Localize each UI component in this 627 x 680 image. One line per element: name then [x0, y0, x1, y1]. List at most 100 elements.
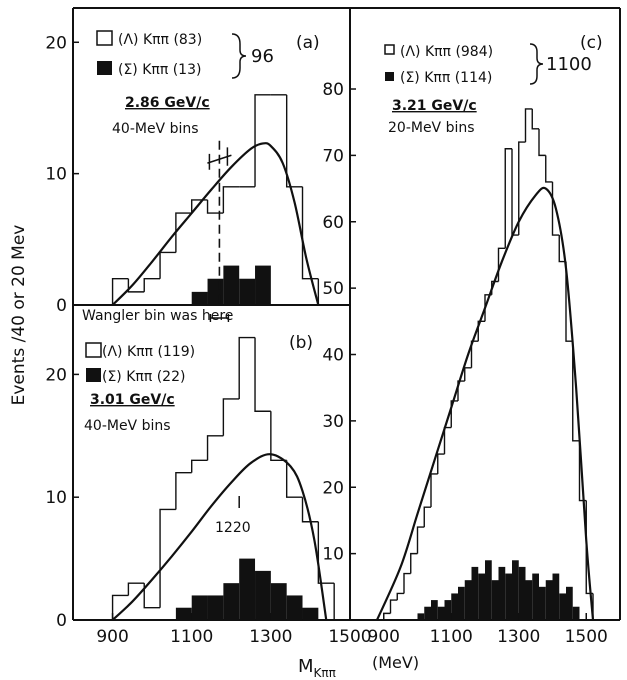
- panel-b-lambda-bin: [127, 582, 145, 596]
- panel-c-momentum: 3.21 GeV/c: [392, 98, 477, 114]
- panel-c-sigma-bin: [539, 586, 546, 620]
- panel-b-xtick-label: 1100: [170, 627, 213, 647]
- panel-a-legend-brace: [231, 33, 247, 79]
- panel-b-lambda-bin: [254, 337, 271, 412]
- panel-b-sigma-bin: [255, 570, 271, 620]
- panel-b-lambda-bin: [238, 336, 256, 399]
- panel-b-legend: Wangler bin was here (Λ) Kππ (119) (Σ) K…: [82, 308, 313, 536]
- panel-b-lambda-bin: [159, 508, 176, 608]
- panel-c-ytick-label: 80: [322, 80, 344, 100]
- panel-c-lambda-bin: [538, 128, 546, 157]
- panel-c-sigma-bin: [525, 580, 533, 620]
- panel-b-note-line1: Wangler bin was here: [82, 308, 233, 324]
- panel-b-lambda-bin: [222, 398, 240, 436]
- panel-c-sigma-bin: [498, 566, 506, 620]
- panel-b-lambda-bin: [191, 459, 208, 473]
- panel-a-legend: (Λ) Kππ (83) (Σ) Kππ (13) 96 (a) 2.86 Ge…: [96, 30, 320, 137]
- panel-c-lambda-bin: [558, 235, 566, 263]
- panel-a-ytick-label: 20: [45, 33, 67, 53]
- panel-b-xtick-label: 900: [96, 627, 128, 647]
- panel-c-lambda-bin: [423, 506, 431, 528]
- panel-c-lambda-bin: [518, 141, 526, 236]
- x-axis-unit: (MeV): [372, 653, 419, 672]
- panel-c-total: 1100: [546, 54, 592, 75]
- x-axis-label-subscript: Kππ: [314, 666, 336, 680]
- panel-c-lambda-bin: [410, 552, 418, 574]
- panel-c-sigma-bin: [437, 606, 445, 620]
- panel-c-lambda-bin: [470, 340, 479, 368]
- panel-c-ytick-label: 40: [322, 346, 344, 366]
- panel-c-ytick-label: 70: [322, 146, 344, 166]
- panel-c-lambda-bin: [572, 341, 580, 442]
- panel-b-ytick-label: 10: [45, 488, 67, 508]
- panel-b-xtick-label: 1500: [328, 627, 371, 647]
- panel-c-lambda-bin: [450, 400, 458, 428]
- panel-c-lambda-bin: [464, 367, 472, 382]
- panel-b-peak-annotation: 1220: [215, 520, 251, 536]
- panel-c-sigma-bin: [512, 560, 519, 620]
- panel-c-sigma-bin: [505, 573, 512, 620]
- panel-a-plot: 0 10 20: [45, 33, 320, 316]
- panel-a-lambda-bin: [111, 278, 129, 305]
- panel-a-ytick-label: 10: [45, 165, 67, 185]
- panel-b-sigma-label: (Σ) Kππ (22): [102, 369, 185, 385]
- panel-a-sigma-swatch: [97, 61, 112, 75]
- panel-b-sigma-bin: [286, 595, 303, 620]
- panel-a-frame: [72, 7, 351, 306]
- panel-c-sigma-bin: [444, 600, 452, 620]
- panel-c-plot: 10 20 30 40 50 60 70 80 900 1100 1300 1500: [322, 80, 608, 647]
- panel-a-lambda-bin: [301, 186, 319, 280]
- panel-b-sigma-bin: [223, 583, 240, 620]
- panel-a-lambda-bin: [159, 251, 176, 279]
- panel-c-xtick-label: 1500: [565, 627, 608, 647]
- panel-c-lambda-bin: [531, 108, 539, 130]
- panel-c-fit-curve: [375, 186, 595, 621]
- panel-c-xtick-label: 1300: [497, 627, 540, 647]
- panel-c-lambda-bin: [457, 380, 465, 401]
- panel-b-lambda-bin: [270, 411, 287, 462]
- panel-b-lambda-bin: [143, 583, 161, 609]
- panel-b-sigma-bin: [191, 595, 208, 620]
- panel-b-lambda-bin: [301, 497, 319, 523]
- panel-c-lambda-bin: [477, 320, 485, 342]
- panel-b-lambda-bin: [111, 594, 129, 620]
- panel-a-bins: 40-MeV bins: [112, 121, 199, 137]
- panel-b-lambda-label: (Λ) Kππ (119): [102, 344, 195, 360]
- panel-c-legend-brace: [529, 43, 544, 85]
- panel-a-lambda-bin: [206, 199, 224, 214]
- panel-a-lambda-bin: [254, 94, 271, 187]
- panel-c-lambda-bin: [524, 108, 533, 143]
- panel-c-sigma-bin: [485, 560, 492, 620]
- panel-b-sigma-bin: [302, 607, 319, 620]
- panel-c-sigma-swatch: [385, 72, 394, 81]
- panel-c-sigma-bin: [572, 606, 580, 620]
- panel-c-sigma-bin: [559, 593, 566, 620]
- panel-c-letter: (c): [580, 33, 603, 53]
- panel-c-lambda-bin: [416, 526, 425, 554]
- panel-b-bins: 40-MeV bins: [84, 418, 171, 434]
- panel-b-ytick-label: 0: [56, 611, 67, 631]
- panel-b-lambda-bin: [285, 460, 303, 498]
- panel-c-sigma-label: (Σ) Kππ (114): [400, 70, 492, 86]
- panel-c-lambda-bin: [389, 599, 398, 614]
- panel-c-bins: 20-MeV bins: [388, 120, 475, 136]
- panel-c-lambda-bin: [504, 148, 512, 249]
- panel-b-plot: 0 10 20 900 1100 1300 1500: [45, 314, 372, 647]
- panel-a-lambda-bin: [127, 278, 145, 293]
- panel-b-sigma-bin: [175, 607, 192, 620]
- panel-c-ytick-label: 10: [322, 545, 344, 565]
- panel-a-fit-curve: [111, 142, 320, 306]
- panel-c-sigma-bin: [518, 566, 526, 620]
- panel-b-fit-curve: [111, 453, 328, 621]
- panel-c-lambda-bin: [565, 261, 573, 342]
- panel-c-xtick-label: 1100: [430, 627, 473, 647]
- panel-b-sigma-bin: [239, 558, 256, 620]
- panel-a-momentum: 2.86 GeV/c: [125, 95, 210, 111]
- panel-c-sigma-bin: [458, 586, 465, 620]
- panel-b-lambda-bin: [206, 435, 224, 461]
- panel-c-lambda-bin: [443, 426, 452, 455]
- x-axis-label-main: M: [298, 656, 314, 677]
- panel-a-sigma-label: (Σ) Kππ (13): [118, 62, 201, 78]
- panel-c-legend: (Λ) Kππ (984) (Σ) Kππ (114) 1100 (c) 3.2…: [384, 33, 603, 136]
- panel-c-xtick-label: 900: [368, 627, 400, 647]
